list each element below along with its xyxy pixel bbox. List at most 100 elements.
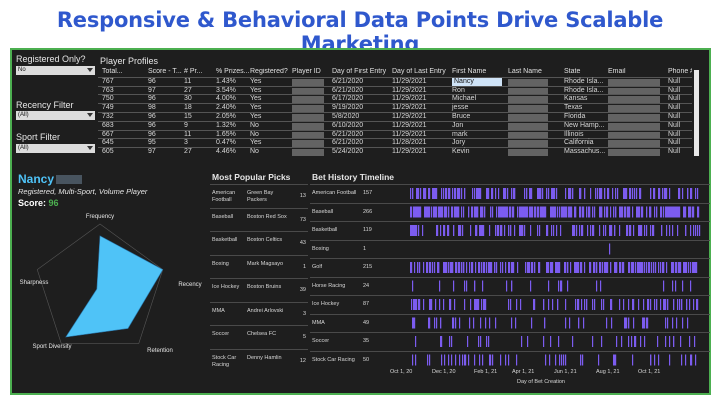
bet-mark (505, 206, 507, 218)
bet-history-title: Bet History Timeline (312, 172, 395, 182)
bet-mark (654, 299, 656, 310)
table-cell: 750 (102, 95, 114, 103)
bet-mark (575, 262, 577, 273)
bet-mark (662, 188, 664, 199)
bet-mark (416, 299, 418, 310)
column-header[interactable]: Email (608, 68, 626, 75)
column-header[interactable]: Player ID (292, 68, 321, 75)
bet-mark (514, 225, 516, 236)
bet-mark (577, 299, 579, 310)
bet-mark (572, 336, 574, 347)
column-header[interactable]: Registered? (250, 68, 288, 75)
bet-mark (628, 206, 630, 218)
bet-mark (665, 206, 667, 218)
bet-mark (611, 225, 613, 236)
bet-mark (620, 206, 622, 218)
bet-mark (695, 188, 697, 199)
bet-mark (673, 336, 675, 347)
bet-mark (611, 299, 613, 310)
table-scrollbar[interactable] (694, 70, 699, 156)
bet-mark (474, 188, 476, 199)
registered-filter-select[interactable]: No (16, 66, 95, 75)
column-header[interactable]: # Pr... (184, 68, 203, 75)
bet-mark (530, 280, 532, 292)
bet-mark (485, 299, 487, 310)
column-header[interactable]: Total... (102, 68, 123, 75)
column-header[interactable]: First Name (452, 68, 487, 75)
bet-mark (589, 262, 591, 273)
table-cell: 27 (184, 86, 192, 94)
table-cell: 1.65% (216, 130, 236, 138)
bet-mark (412, 188, 414, 199)
bet-mark (413, 206, 415, 218)
bet-mark (411, 206, 413, 218)
bet-mark (516, 299, 518, 310)
bet-mark (455, 354, 457, 366)
bet-mark (414, 225, 416, 236)
bet-mark (425, 188, 427, 199)
bet-mark (478, 299, 480, 310)
table-row[interactable]: 667 96 11 1.65% No 6/21/2020 11/29/2021 mark Ill… (98, 129, 692, 139)
bet-mark (451, 336, 453, 347)
bet-mark (620, 262, 622, 273)
bet-mark (497, 225, 499, 236)
bet-mark (434, 262, 436, 273)
table-row[interactable]: 605 97 27 4.46% No 5/24/2020 11/29/2021 Kevin Ma… (98, 147, 692, 157)
redacted-player-id (292, 122, 324, 130)
bet-mark (419, 206, 421, 218)
bet-mark (503, 188, 505, 199)
table-row[interactable]: 732 96 15 2.05% Yes 5/8/2020 11/29/2021 Bruce Fl… (98, 111, 692, 121)
bet-mark (677, 299, 679, 310)
bet-mark (521, 336, 523, 347)
column-header[interactable]: Day of First Entry (332, 68, 387, 75)
bet-mark (511, 188, 513, 199)
table-row[interactable]: 749 98 18 2.40% Yes 9/19/2020 11/29/2021 jesse T… (98, 103, 692, 113)
column-header[interactable]: Day of Last Entry (392, 68, 446, 75)
bet-mark (679, 206, 681, 218)
redacted-player-id (292, 140, 324, 148)
bet-mark (415, 225, 417, 236)
bet-mark (416, 206, 418, 218)
bet-mark (455, 262, 457, 273)
bet-mark (473, 317, 475, 329)
column-header[interactable]: Phone # (668, 68, 692, 75)
bet-mark (582, 206, 584, 218)
bet-mark (631, 336, 633, 347)
table-cell: 749 (102, 104, 114, 112)
column-header[interactable]: Last Name (508, 68, 542, 75)
bet-mark (410, 188, 412, 199)
bet-mark (462, 225, 464, 236)
bet-mark (461, 206, 463, 218)
table-cell: jesse (452, 104, 469, 112)
redacted-player-id (292, 105, 324, 113)
bet-mark (472, 262, 474, 273)
bet-mark (569, 317, 571, 329)
redacted-player-id (292, 78, 324, 86)
table-row[interactable]: 750 96 30 4.00% Yes 6/17/2020 11/29/2021 Michae… (98, 94, 692, 104)
bet-mark (581, 225, 583, 236)
table-cell: 732 (102, 112, 114, 120)
pick-team: Mark Magsayo (247, 260, 284, 267)
bet-mark (533, 299, 535, 310)
column-header[interactable]: State (564, 68, 581, 75)
bet-mark (550, 336, 552, 347)
table-cell: Yes (250, 95, 262, 103)
column-header[interactable]: Score - T... (148, 68, 182, 75)
column-header[interactable]: % Prizes... (216, 68, 250, 75)
bet-mark (488, 262, 490, 273)
bet-mark (590, 225, 592, 236)
bet-mark (554, 188, 556, 199)
table-row[interactable]: 767 96 11 1.43% Yes 6/21/2020 11/29/2021 Nancy R… (98, 76, 692, 87)
bet-mark (498, 188, 500, 199)
bet-mark (666, 262, 668, 273)
radar-axis-label: Sharpness (19, 280, 49, 286)
table-row[interactable]: 645 95 3 0.47% Yes 6/21/2020 11/28/2021 Jory Cal… (98, 138, 692, 148)
bet-mark (490, 206, 492, 218)
profile-score: Score: 96 (18, 198, 59, 208)
bet-mark (433, 188, 435, 199)
bet-history-row: Golf 215 (310, 258, 710, 277)
recency-filter-select[interactable]: (All) (16, 111, 95, 120)
table-row[interactable]: 683 96 9 1.32% No 6/10/2020 11/29/2021 Jon New H… (98, 120, 692, 130)
table-row[interactable]: 763 97 27 3.54% Yes 6/21/2020 11/29/2021 Ron Rho… (98, 85, 692, 95)
sport-filter-select[interactable]: (All) (16, 144, 95, 153)
